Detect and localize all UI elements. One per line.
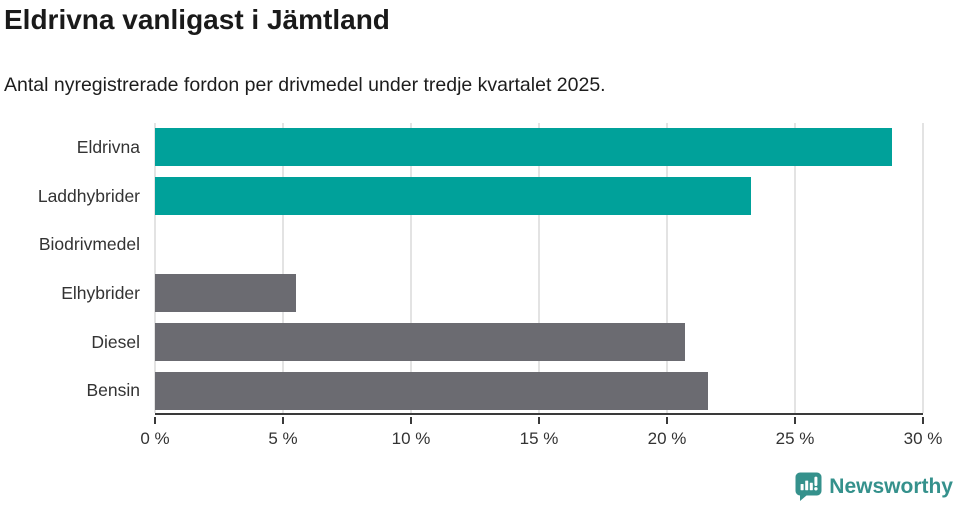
bar <box>155 128 893 167</box>
bar-rows: Eldrivna Laddhybrider Biodrivmedel Elhybrid… <box>0 123 923 415</box>
tick-label: 30 % <box>903 429 943 448</box>
tick-mark <box>666 417 668 424</box>
tick-label: 25 % <box>775 429 815 448</box>
bar-track <box>155 172 923 221</box>
bar <box>155 323 685 362</box>
gridline <box>154 123 156 413</box>
tick-mark <box>538 417 540 424</box>
category-label: Laddhybrider <box>37 185 140 206</box>
bar-row: Eldrivna <box>0 123 923 172</box>
gridline <box>410 123 412 413</box>
category-label: Diesel <box>91 331 140 352</box>
newsworthy-logo-icon <box>795 472 822 501</box>
bar <box>155 371 708 410</box>
bar-row: Laddhybrider <box>0 172 923 221</box>
bar-track <box>155 318 923 367</box>
chart-title: Eldrivna vanligast i Jämtland <box>4 4 390 35</box>
gridline <box>794 123 796 413</box>
plot-area <box>154 123 924 415</box>
category-label: Elhybrider <box>61 282 140 303</box>
gridline <box>666 123 668 413</box>
bar-chart: Eldrivna Laddhybrider Biodrivmedel Elhybrid… <box>0 123 942 448</box>
gridline <box>282 123 284 413</box>
bar-track <box>155 220 923 269</box>
bar-row: Diesel <box>0 318 923 367</box>
gridline <box>922 123 924 413</box>
x-axis: 0 % 5 % 10 % 15 % 20 % 25 % 30 % <box>140 417 942 461</box>
newsworthy-logo-text: Newsworthy <box>829 474 953 498</box>
tick-mark <box>794 417 796 424</box>
tick-label: 15 % <box>519 429 559 448</box>
bar-row: Biodrivmedel <box>0 220 923 269</box>
tick-mark <box>282 417 284 424</box>
bar-track <box>155 123 923 172</box>
gridline <box>538 123 540 413</box>
bar-track <box>155 269 923 318</box>
tick-mark <box>922 417 924 424</box>
bar-row: Elhybrider <box>0 269 923 318</box>
newsworthy-logo: Newsworthy <box>795 472 953 501</box>
bar-row: Bensin <box>0 366 923 415</box>
tick-mark <box>410 417 412 424</box>
bar <box>155 274 296 313</box>
tick-label: 10 % <box>391 429 431 448</box>
category-label: Bensin <box>86 380 140 401</box>
tick-label: 20 % <box>647 429 687 448</box>
category-label: Eldrivna <box>76 136 140 157</box>
tick-label: 0 % <box>140 429 170 448</box>
chart-subtitle: Antal nyregistrerade fordon per drivmede… <box>4 74 606 96</box>
category-label: Biodrivmedel <box>38 234 140 255</box>
bar <box>155 177 752 215</box>
bar-track <box>155 366 923 415</box>
tick-label: 5 % <box>268 429 298 448</box>
tick-mark <box>154 417 156 424</box>
